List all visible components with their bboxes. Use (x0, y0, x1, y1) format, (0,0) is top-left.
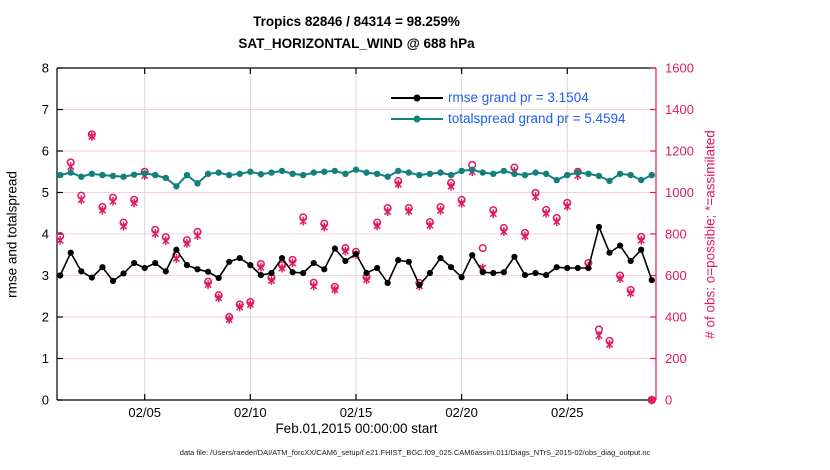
svg-text:7: 7 (42, 102, 49, 117)
legend-entry-rmse: rmse grand pr = 3.1504 (391, 87, 626, 108)
svg-text:200: 200 (665, 351, 687, 366)
svg-text:02/25: 02/25 (551, 405, 584, 420)
svg-text:3: 3 (42, 268, 49, 283)
svg-text:02/10: 02/10 (234, 405, 267, 420)
svg-text:2: 2 (42, 310, 49, 325)
svg-text:5: 5 (42, 185, 49, 200)
datafile-annotation: data file: /Users/raeder/DAI/ATM_forcXX/… (179, 448, 651, 457)
svg-text:4: 4 (42, 227, 49, 242)
svg-text:02/05: 02/05 (128, 405, 161, 420)
legend-line-sample-rmse (391, 94, 443, 101)
legend: rmse grand pr = 3.1504 totalspread grand… (391, 87, 626, 129)
svg-text:8: 8 (42, 61, 49, 76)
svg-text:0: 0 (665, 393, 672, 408)
svg-text:800: 800 (665, 227, 687, 242)
svg-text:1400: 1400 (665, 102, 694, 117)
circle-marker-icon (413, 94, 421, 101)
series-totalspread (56, 166, 655, 190)
svg-text:1600: 1600 (665, 61, 694, 76)
svg-text:600: 600 (665, 268, 687, 283)
svg-text:0: 0 (42, 393, 49, 408)
tick-labels: 0 1 2 3 4 5 6 7 8 0 200 400 600 800 1000 1200 1400 1600 02… (42, 61, 694, 421)
series-obs-possible (56, 130, 656, 405)
x-axis-label: Feb.01,2015 00:00:00 start (275, 421, 438, 436)
svg-text:02/15: 02/15 (340, 405, 373, 420)
y-axis-label-left: rmse and totalspread (4, 171, 20, 298)
legend-line-sample-totalspread (391, 115, 443, 122)
plot-title-line2: SAT_HORIZONTAL_WIND @ 688 hPa (238, 36, 475, 51)
circle-marker-icon (413, 115, 421, 122)
legend-label-totalspread: totalspread grand pr = 5.4594 (448, 111, 626, 126)
grid (57, 68, 656, 400)
svg-text:1: 1 (42, 351, 49, 366)
svg-text:1000: 1000 (665, 185, 694, 200)
svg-text:400: 400 (665, 310, 687, 325)
svg-text:02/20: 02/20 (445, 405, 478, 420)
svg-text:6: 6 (42, 144, 49, 159)
plot-title: Tropics 82846 / 84314 = 98.259% SAT_HORI… (57, 11, 656, 55)
y-axis-label-right: # of obs: o=possible; *=assimilated (702, 130, 718, 339)
svg-text:1200: 1200 (665, 144, 694, 159)
series-rmse (57, 223, 655, 289)
legend-entry-totalspread: totalspread grand pr = 5.4594 (391, 108, 626, 129)
legend-label-rmse: rmse grand pr = 3.1504 (448, 90, 589, 105)
plot-title-line1: Tropics 82846 / 84314 = 98.259% (253, 14, 460, 29)
